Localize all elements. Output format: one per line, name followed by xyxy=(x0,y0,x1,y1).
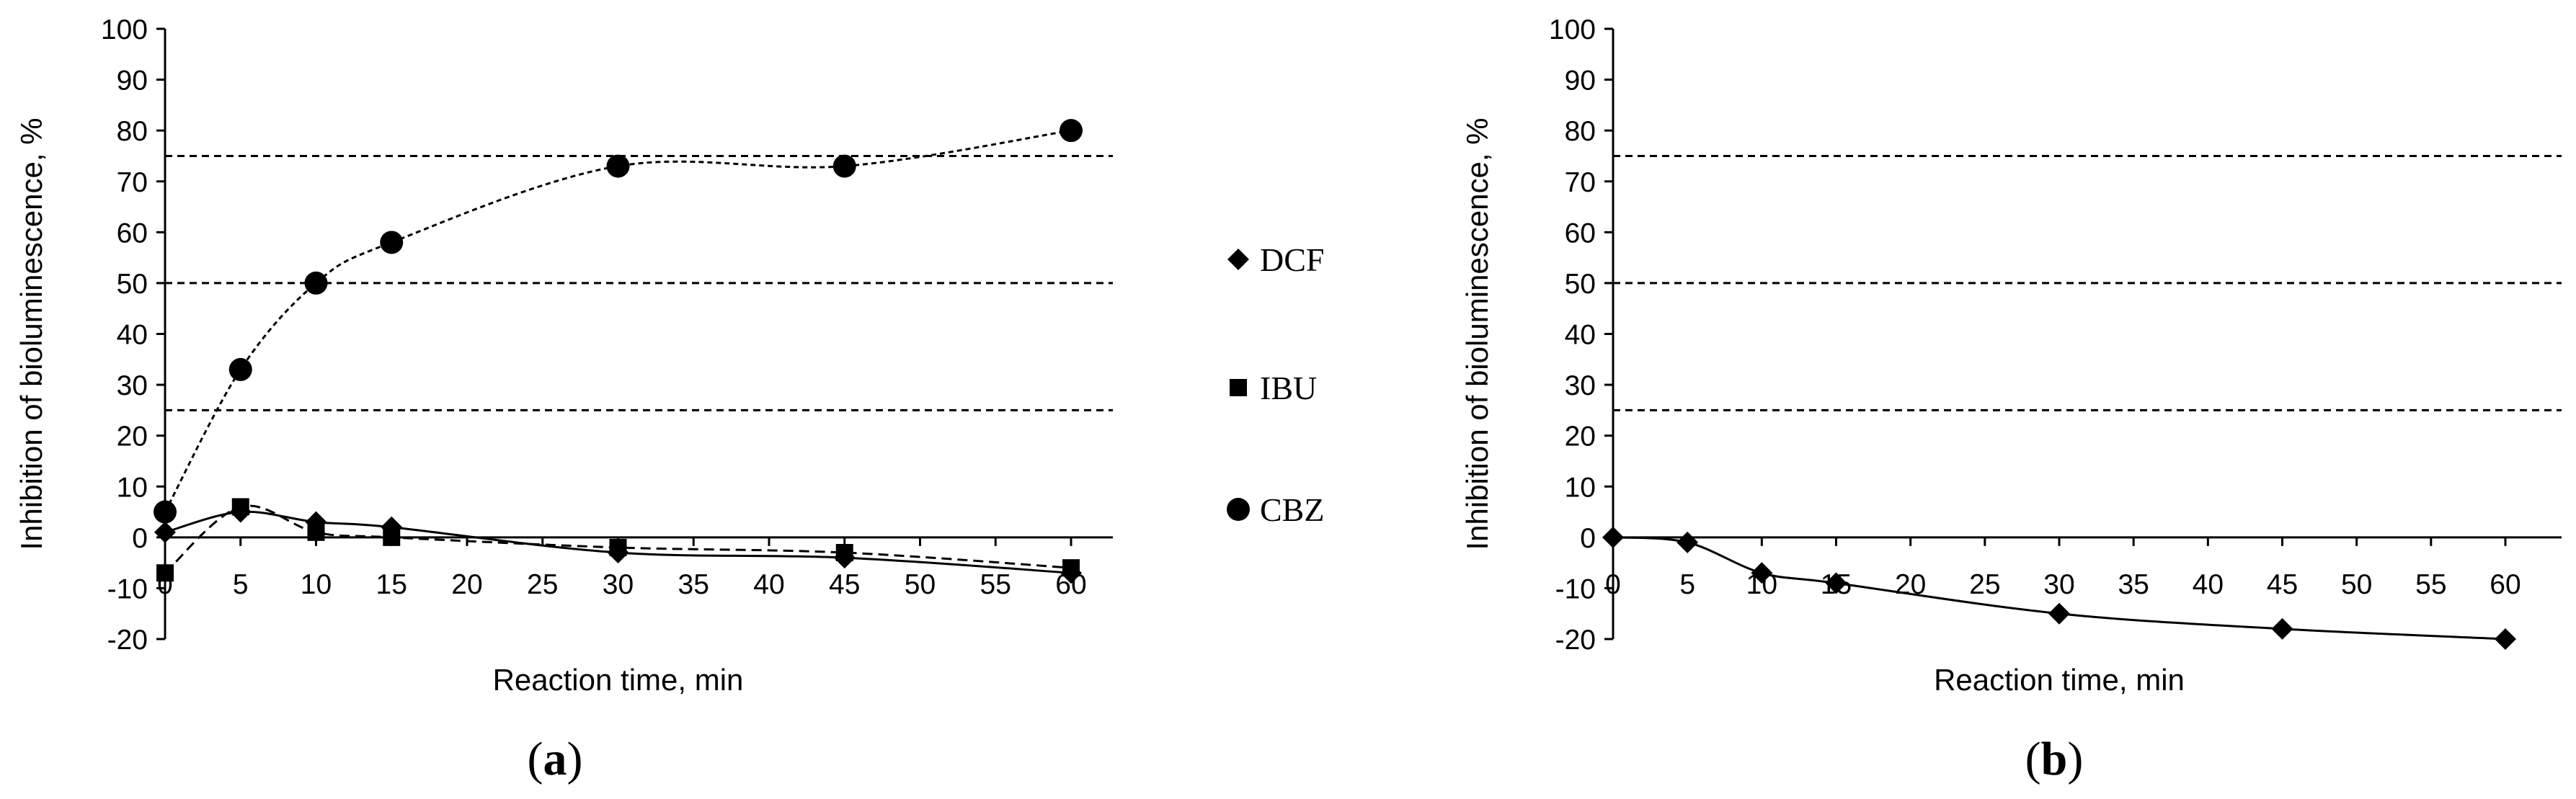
x-tick-label: 20 xyxy=(451,569,482,600)
x-tick-label: 60 xyxy=(2490,569,2521,600)
legend-marker-dcf xyxy=(1227,249,1249,270)
data-point-ibu xyxy=(307,523,325,541)
y-tick-label: 60 xyxy=(117,218,148,249)
y-tick-label: 100 xyxy=(101,14,148,45)
trend-line-dcf xyxy=(164,510,1072,574)
data-point-cbz xyxy=(1060,119,1083,143)
data-point-cbz xyxy=(154,500,177,524)
x-axis-label: Reaction time, min xyxy=(493,663,744,697)
y-tick-label: -10 xyxy=(107,573,148,604)
y-tick-label: 60 xyxy=(1565,218,1596,249)
chart-panel-b: -20-100102030405060708090100051015202530… xyxy=(1460,14,2562,785)
data-point-series-0 xyxy=(2048,602,2070,625)
trend-line-ibu xyxy=(164,504,1072,574)
y-tick-label: 80 xyxy=(117,116,148,147)
x-tick-label: 15 xyxy=(376,569,407,600)
x-tick-label: 35 xyxy=(678,569,709,600)
data-point-cbz xyxy=(380,231,404,254)
y-tick-label: 20 xyxy=(117,421,148,452)
data-point-series-0 xyxy=(2271,617,2293,640)
y-tick-label: 100 xyxy=(1549,14,1596,45)
x-tick-label: 25 xyxy=(527,569,558,600)
data-point-dcf xyxy=(154,521,176,543)
data-point-ibu xyxy=(609,538,627,556)
y-tick-label: 0 xyxy=(132,523,148,554)
x-tick-label: 35 xyxy=(2118,569,2149,600)
y-tick-label: 80 xyxy=(1565,116,1596,147)
x-tick-label: 50 xyxy=(2341,569,2372,600)
y-tick-label: 70 xyxy=(117,167,148,198)
y-tick-label: 50 xyxy=(117,269,148,300)
y-tick-label: 10 xyxy=(117,472,148,503)
y-tick-label: 90 xyxy=(1565,66,1596,97)
legend-marker-cbz xyxy=(1227,498,1250,521)
y-tick-label: 40 xyxy=(117,320,148,351)
y-tick-label: 30 xyxy=(117,370,148,401)
x-tick-label: 5 xyxy=(1679,569,1695,600)
data-point-series-0 xyxy=(1676,531,1699,553)
x-axis-label: Reaction time, min xyxy=(1934,663,2185,697)
y-tick-label: 90 xyxy=(117,66,148,97)
y-tick-label: 10 xyxy=(1565,472,1596,503)
data-point-cbz xyxy=(606,154,630,178)
x-tick-label: 45 xyxy=(829,569,860,600)
x-tick-label: 0 xyxy=(1605,569,1621,600)
legend-marker-ibu xyxy=(1230,379,1247,396)
x-tick-label: 40 xyxy=(753,569,784,600)
data-point-cbz xyxy=(304,271,328,295)
y-axis-label: Inhibition of bioluminescence, % xyxy=(14,117,48,550)
legend-label-dcf: DCF xyxy=(1260,241,1324,278)
x-tick-label: 25 xyxy=(1969,569,2000,600)
y-axis-label: Inhibition of bioluminescence, % xyxy=(1460,117,1494,550)
data-point-series-0 xyxy=(1825,572,1847,594)
data-point-series-0 xyxy=(1602,526,1624,548)
x-tick-label: 30 xyxy=(2043,569,2074,600)
panel-label-open: ( xyxy=(2025,733,2041,785)
panel-label-letter: a xyxy=(543,733,567,785)
y-tick-label: 40 xyxy=(1565,320,1596,351)
panel-label: (a) xyxy=(528,733,583,785)
data-point-series-0 xyxy=(2495,628,2516,650)
x-tick-label: 55 xyxy=(980,569,1011,600)
panel-label-close: ) xyxy=(2067,733,2083,785)
trend-line-series-0 xyxy=(1612,536,2506,640)
y-tick-label: 30 xyxy=(1565,370,1596,401)
trend-line-cbz xyxy=(164,129,1072,513)
y-tick-label: 20 xyxy=(1565,421,1596,452)
y-tick-label: -20 xyxy=(1555,625,1596,656)
x-tick-label: 50 xyxy=(905,569,936,600)
x-tick-label: 30 xyxy=(603,569,634,600)
data-point-ibu xyxy=(156,564,174,582)
panel-label-close: ) xyxy=(567,733,583,785)
x-tick-label: 40 xyxy=(2193,569,2224,600)
data-point-ibu xyxy=(231,498,249,516)
panel-label-letter: b xyxy=(2041,733,2068,785)
legend-label-cbz: CBZ xyxy=(1260,491,1324,528)
data-point-ibu xyxy=(1062,559,1080,577)
y-tick-label: -10 xyxy=(1555,573,1596,604)
panel-label-open: ( xyxy=(528,733,543,785)
data-point-cbz xyxy=(228,357,252,381)
x-tick-label: 10 xyxy=(301,569,332,600)
data-point-cbz xyxy=(832,154,856,178)
y-tick-label: 50 xyxy=(1565,269,1596,300)
y-tick-label: 0 xyxy=(1580,523,1596,554)
data-point-series-0 xyxy=(1751,562,1773,584)
data-point-ibu xyxy=(383,528,401,546)
x-tick-label: 45 xyxy=(2267,569,2298,600)
x-tick-label: 5 xyxy=(233,569,249,600)
y-tick-label: 70 xyxy=(1565,167,1596,198)
x-tick-label: 55 xyxy=(2415,569,2446,600)
y-tick-label: -20 xyxy=(107,625,148,656)
data-point-ibu xyxy=(835,544,853,562)
legend-label-ibu: IBU xyxy=(1260,370,1317,406)
panel-label: (b) xyxy=(2025,733,2084,785)
